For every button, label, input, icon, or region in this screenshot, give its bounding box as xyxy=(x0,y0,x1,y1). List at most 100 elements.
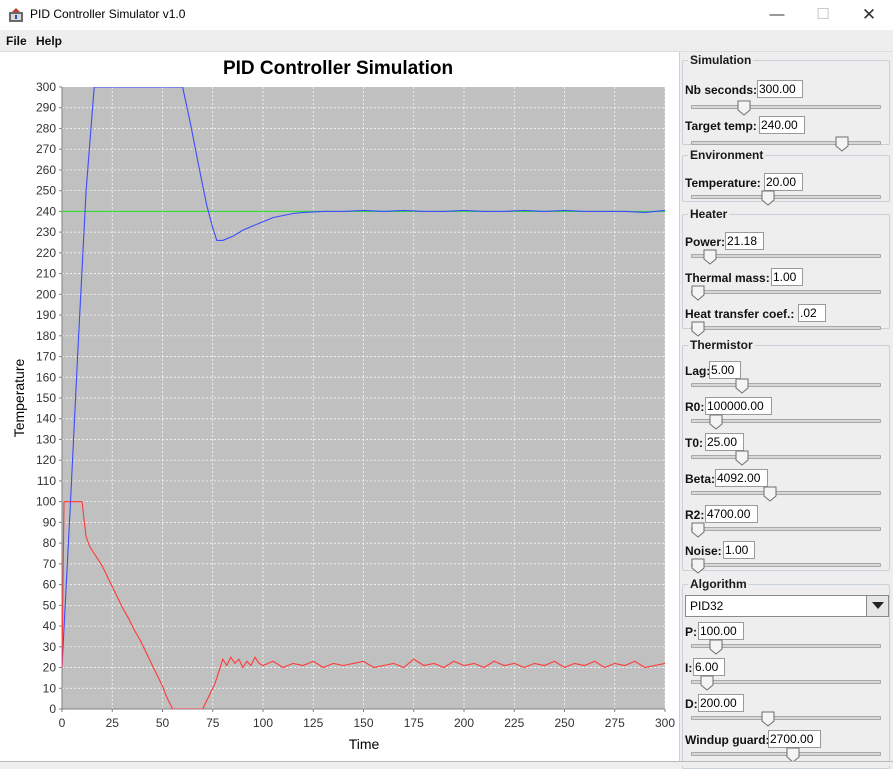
slider-thumb[interactable] xyxy=(763,486,777,502)
y-axis-label: Temperature xyxy=(11,358,27,437)
group-thermistor: Thermistor Lag: 5.00 R0: 100000.00 T0: 25.00 Be… xyxy=(682,338,890,574)
r2-field[interactable]: 4700.00 xyxy=(705,505,758,523)
slider-track xyxy=(691,195,881,199)
r0-label: R0: xyxy=(685,400,705,414)
slider-thumb[interactable] xyxy=(691,321,705,337)
slider-track xyxy=(691,254,881,258)
i-slider[interactable] xyxy=(691,675,881,691)
minimize-button[interactable]: — xyxy=(769,6,785,23)
temperature-slider[interactable] xyxy=(691,190,881,206)
r2-slider[interactable] xyxy=(691,522,881,538)
slider-thumb[interactable] xyxy=(703,249,717,265)
x-tick-label: 125 xyxy=(303,716,323,730)
slider-track xyxy=(691,290,881,294)
windup-guard-slider[interactable] xyxy=(691,747,881,763)
slider-track xyxy=(691,105,881,109)
y-tick-label: 280 xyxy=(36,121,56,135)
slider-track xyxy=(691,455,881,459)
thermal-mass-slider[interactable] xyxy=(691,285,881,301)
x-tick-label: 300 xyxy=(655,716,675,730)
group-simulation: Simulation Nb seconds: 300.00 Target temp: 2… xyxy=(682,53,890,152)
target-temp-slider[interactable] xyxy=(691,136,881,152)
group-heater: Heater Power: 21.18 Thermal mass: 1.00 Heat t… xyxy=(682,207,890,337)
slider-track xyxy=(691,563,881,567)
lag-field[interactable]: 5.00 xyxy=(709,361,741,379)
temperature-label: Temperature: xyxy=(685,176,761,190)
slider-thumb[interactable] xyxy=(691,522,705,538)
p-slider[interactable] xyxy=(691,639,881,655)
slider-thumb[interactable] xyxy=(761,711,775,727)
algorithm-select-value: PID32 xyxy=(690,599,724,613)
dropdown-button[interactable] xyxy=(866,596,888,616)
power-field[interactable]: 21.18 xyxy=(725,232,764,250)
maximize-button[interactable]: ☐ xyxy=(816,6,830,23)
slider-thumb[interactable] xyxy=(691,285,705,301)
pid-simulation-chart: PID Controller Simulation 0 10 20 30 40 50 60 7… xyxy=(11,58,675,752)
lag-slider[interactable] xyxy=(691,378,881,394)
nb-seconds-slider[interactable] xyxy=(691,100,881,116)
beta-field[interactable]: 4092.00 xyxy=(715,469,768,487)
y-tick-label: 250 xyxy=(36,184,56,198)
y-tick-label: 180 xyxy=(36,329,56,343)
slider-thumb[interactable] xyxy=(761,190,775,206)
y-tick-label: 270 xyxy=(36,142,56,156)
beta-label: Beta: xyxy=(685,472,716,486)
chevron-down-icon xyxy=(872,602,884,609)
slider-track xyxy=(691,680,881,684)
slider-track xyxy=(691,141,881,145)
nb-seconds-field[interactable]: 300.00 xyxy=(757,80,803,98)
thermal-mass-field[interactable]: 1.00 xyxy=(771,268,803,286)
noise-field[interactable]: 1.00 xyxy=(723,541,755,559)
noise-slider[interactable] xyxy=(691,558,881,574)
slider-track xyxy=(691,326,881,330)
y-tick-label: 150 xyxy=(36,391,56,405)
slider-thumb[interactable] xyxy=(700,675,714,691)
r0-field[interactable]: 100000.00 xyxy=(705,397,772,415)
t0-slider[interactable] xyxy=(691,450,881,466)
slider-thumb[interactable] xyxy=(835,136,849,152)
y-tick-label: 260 xyxy=(36,163,56,177)
heat-transfer-coef-label: Heat transfer coef.: xyxy=(685,307,795,321)
y-axis: 0 10 20 30 40 50 60 70 80 90 100 110 120 130 140 150 160… xyxy=(36,80,63,716)
group-environment: Environment Temperature: 20.00 xyxy=(682,148,890,206)
temperature-field[interactable]: 20.00 xyxy=(764,173,803,191)
t0-field[interactable]: 25.00 xyxy=(705,433,744,451)
close-button[interactable]: ✕ xyxy=(861,5,877,24)
y-tick-label: 170 xyxy=(36,350,56,364)
x-axis-label: Time xyxy=(349,736,380,752)
control-panel: Simulation Nb seconds: 300.00 Target temp: 2… xyxy=(679,52,893,769)
x-tick-label: 275 xyxy=(605,716,625,730)
temperature-series xyxy=(62,87,665,668)
slider-thumb[interactable] xyxy=(735,378,749,394)
target-temp-field[interactable]: 240.00 xyxy=(759,116,805,134)
target-temp-label: Target temp: xyxy=(685,119,757,133)
nb-seconds-label: Nb seconds: xyxy=(685,83,758,97)
menu-file[interactable]: File xyxy=(6,34,27,48)
slider-thumb[interactable] xyxy=(737,100,751,116)
slider-thumb[interactable] xyxy=(691,558,705,574)
y-tick-label: 0 xyxy=(49,702,56,716)
slider-thumb[interactable] xyxy=(735,450,749,466)
heat-transfer-coef-slider[interactable] xyxy=(691,321,881,337)
slider-thumb[interactable] xyxy=(786,747,800,763)
title-bar: PID Controller Simulator v1.0 — ☐ ✕ xyxy=(0,0,893,30)
power-label: Power: xyxy=(685,235,726,249)
d-field[interactable]: 200.00 xyxy=(698,694,744,712)
r0-slider[interactable] xyxy=(691,414,881,430)
y-tick-label: 70 xyxy=(43,557,57,571)
menu-bar: File Help xyxy=(0,30,893,52)
beta-slider[interactable] xyxy=(691,486,881,502)
i-field[interactable]: 6.00 xyxy=(693,658,725,676)
heat-transfer-coef-field[interactable]: .02 xyxy=(798,304,826,322)
app-icon xyxy=(9,8,23,22)
menu-help[interactable]: Help xyxy=(36,34,63,48)
algorithm-select[interactable]: PID32 xyxy=(685,595,889,617)
x-axis: 0 25 50 75 100 125 150 175 200 225 250 275 300 xyxy=(59,708,675,730)
slider-thumb[interactable] xyxy=(709,414,723,430)
windup-guard-field[interactable]: 2700.00 xyxy=(768,730,821,748)
p-field[interactable]: 100.00 xyxy=(698,622,744,640)
power-slider[interactable] xyxy=(691,249,881,265)
slider-thumb[interactable] xyxy=(709,639,723,655)
d-slider[interactable] xyxy=(691,711,881,727)
plot-lines xyxy=(62,87,665,709)
